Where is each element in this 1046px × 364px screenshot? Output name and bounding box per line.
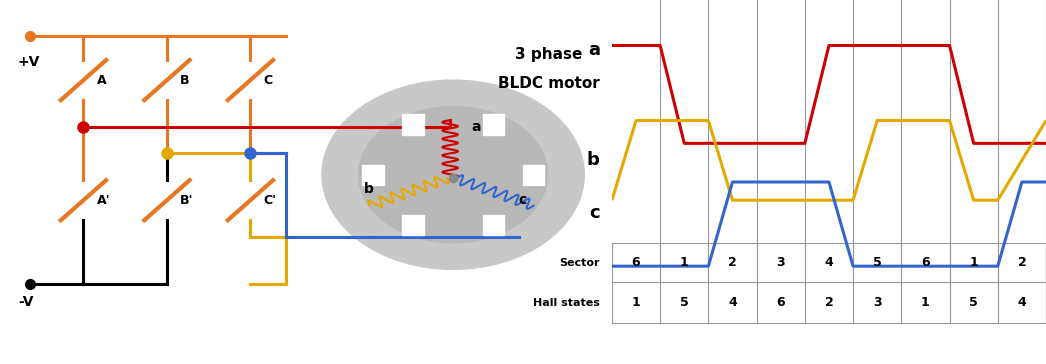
Text: Hall states: Hall states <box>533 298 599 308</box>
FancyBboxPatch shape <box>482 114 504 135</box>
Text: 2: 2 <box>824 296 834 309</box>
Text: 1: 1 <box>632 296 640 309</box>
Ellipse shape <box>322 80 585 269</box>
Text: 6: 6 <box>922 256 930 269</box>
Text: 5: 5 <box>872 256 882 269</box>
Text: B': B' <box>180 194 194 207</box>
Text: BLDC motor: BLDC motor <box>498 76 599 91</box>
Text: c: c <box>589 204 599 222</box>
FancyBboxPatch shape <box>403 114 424 135</box>
Text: Sector: Sector <box>560 258 599 268</box>
Text: C': C' <box>264 194 276 207</box>
FancyBboxPatch shape <box>482 215 504 235</box>
Text: -V: -V <box>18 295 33 309</box>
Text: c: c <box>519 193 527 207</box>
Text: a: a <box>588 41 599 59</box>
FancyBboxPatch shape <box>362 165 384 185</box>
Text: A: A <box>96 74 107 87</box>
Text: 3 phase: 3 phase <box>515 47 583 62</box>
Text: A': A' <box>96 194 110 207</box>
Text: 3: 3 <box>872 296 882 309</box>
Text: 2: 2 <box>728 256 736 269</box>
Text: b: b <box>364 182 373 196</box>
Text: 4: 4 <box>824 256 834 269</box>
Text: 5: 5 <box>970 296 978 309</box>
Ellipse shape <box>359 107 547 243</box>
Text: B: B <box>180 74 189 87</box>
Text: a: a <box>471 120 480 134</box>
Text: 1: 1 <box>970 256 978 269</box>
FancyBboxPatch shape <box>523 165 544 185</box>
Text: 4: 4 <box>728 296 736 309</box>
Text: 2: 2 <box>1018 256 1026 269</box>
Text: b: b <box>587 151 599 169</box>
Text: 3: 3 <box>776 256 786 269</box>
Text: 5: 5 <box>680 296 688 309</box>
Text: 1: 1 <box>922 296 930 309</box>
Text: 6: 6 <box>776 296 786 309</box>
FancyBboxPatch shape <box>403 215 424 235</box>
Text: 6: 6 <box>632 256 640 269</box>
Text: 1: 1 <box>680 256 688 269</box>
Text: 4: 4 <box>1018 296 1026 309</box>
Text: C: C <box>264 74 273 87</box>
Text: +V: +V <box>18 55 40 69</box>
